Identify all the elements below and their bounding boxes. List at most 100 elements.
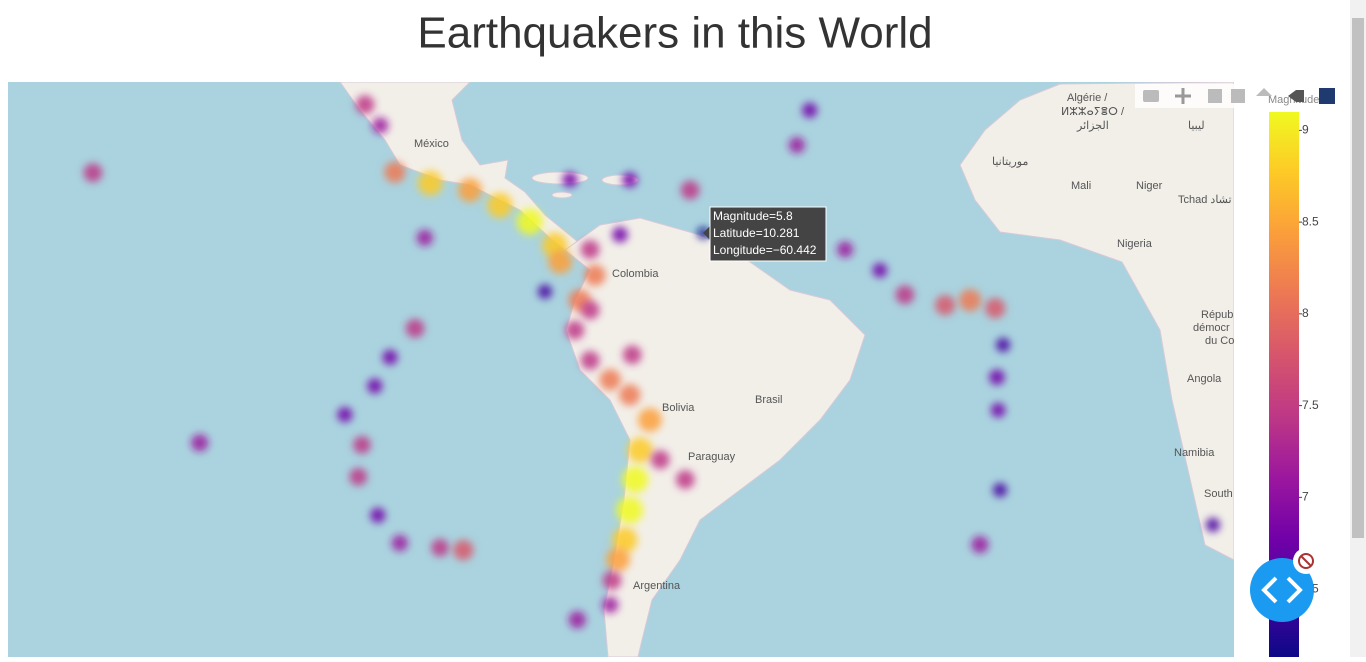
density-point [355, 95, 375, 115]
colorbar-tick-label: 7.5 [1302, 398, 1319, 412]
scrollbar-thumb[interactable] [1352, 18, 1364, 538]
tooltip-line: Magnitude=5.8 [713, 209, 793, 223]
density-point [191, 434, 209, 452]
map-label: Argentina [633, 580, 681, 592]
density-point [934, 294, 956, 316]
plotly-logo[interactable] [1319, 88, 1335, 104]
density-point [680, 180, 700, 200]
density-point [580, 350, 600, 370]
density-point [580, 300, 600, 320]
map-label: موريتانيا [992, 156, 1028, 168]
africa [959, 82, 1234, 561]
land [339, 82, 1234, 657]
map-label: Brasil [755, 394, 783, 406]
zoom-in-icon[interactable] [1208, 89, 1222, 103]
density-point [788, 136, 806, 154]
map-label: démocr [1193, 322, 1230, 334]
modebar [1135, 84, 1335, 108]
density-point [537, 284, 553, 299]
home-icon[interactable] [1256, 88, 1272, 96]
map-label: Mali [1071, 180, 1091, 192]
map-label: Nigeria [1117, 238, 1153, 250]
tooltip-box [709, 206, 827, 262]
density-point [516, 208, 543, 235]
map-label: Tchad تشاد [1178, 194, 1232, 206]
density-point [458, 178, 482, 203]
map-label: México [414, 138, 449, 150]
density-point [984, 298, 1006, 319]
density-point [990, 402, 1006, 418]
map-label: du Co [1205, 335, 1234, 347]
density-point [584, 264, 606, 286]
density-point [622, 345, 642, 365]
density-point [372, 117, 389, 134]
density-point [1205, 517, 1221, 533]
density-point [599, 369, 621, 391]
colorbar-tick-label: 7 [1302, 490, 1309, 504]
camera-icon[interactable] [1143, 90, 1159, 102]
reset-icon[interactable] [1288, 90, 1304, 102]
tooltip-line: Latitude=10.281 [713, 226, 800, 240]
density-layer [83, 95, 1221, 629]
density-point [405, 318, 425, 338]
map-label: South [1204, 488, 1233, 500]
density-point [895, 285, 915, 305]
zoom-out-icon[interactable] [1231, 89, 1245, 103]
map-label: Colombia [612, 268, 659, 280]
density-point [622, 172, 638, 188]
map-label: Paraguay [688, 451, 736, 463]
overlay-button[interactable] [1250, 548, 1319, 622]
pan-icon[interactable] [1175, 88, 1191, 104]
density-point [616, 496, 644, 524]
map-label: Angola [1187, 373, 1222, 385]
colorbar-tick-label: 8 [1302, 306, 1309, 320]
density-point [836, 241, 854, 258]
map-label: Bolivia [662, 402, 695, 414]
density-point [568, 611, 586, 629]
colorbar-tick-label: 9 [1302, 123, 1309, 137]
island [551, 191, 573, 199]
density-point [562, 172, 578, 188]
island [531, 171, 589, 185]
tooltip-line: Longitude=−60.442 [713, 243, 817, 257]
density-point [384, 161, 406, 183]
map-label: Niger [1136, 180, 1163, 192]
density-point [487, 192, 513, 219]
density-point [606, 547, 631, 572]
chart-title: Earthquakers in this World [417, 9, 932, 58]
density-point [650, 450, 670, 470]
density-point [602, 571, 622, 590]
map-label: Algérie / [1067, 92, 1108, 104]
density-point [619, 384, 641, 406]
density-point [602, 596, 619, 614]
density-point [548, 249, 573, 274]
density-point [367, 378, 383, 394]
density-point [83, 163, 103, 183]
map: México Colombia Bolivia Brasil Paraguay Argen… [8, 82, 1234, 657]
density-point [612, 527, 638, 553]
map-label: الجزائر [1076, 120, 1109, 132]
density-point [337, 407, 353, 423]
density-point [453, 539, 474, 561]
map-label: ليبيا [1188, 120, 1205, 132]
density-point [431, 538, 449, 557]
map-label: Répub [1201, 309, 1233, 321]
density-point [370, 507, 386, 523]
density-point [612, 226, 628, 243]
density-point [391, 534, 408, 552]
density-point [971, 535, 989, 554]
density-point [995, 337, 1011, 353]
map-label: ⵍⵣⵣⴰⵢⴻⵔ / [1061, 106, 1125, 118]
density-point [627, 437, 653, 463]
density-point [622, 466, 649, 493]
map-label: Namibia [1174, 447, 1215, 459]
density-point [802, 102, 818, 119]
colorbar-tick-label: 8.5 [1302, 214, 1319, 228]
hover-tooltip: Magnitude=5.8 Latitude=10.281 Longitude=… [703, 206, 827, 262]
density-point [872, 262, 888, 278]
density-point [382, 349, 398, 365]
density-point [958, 289, 982, 312]
density-point [989, 369, 1005, 386]
